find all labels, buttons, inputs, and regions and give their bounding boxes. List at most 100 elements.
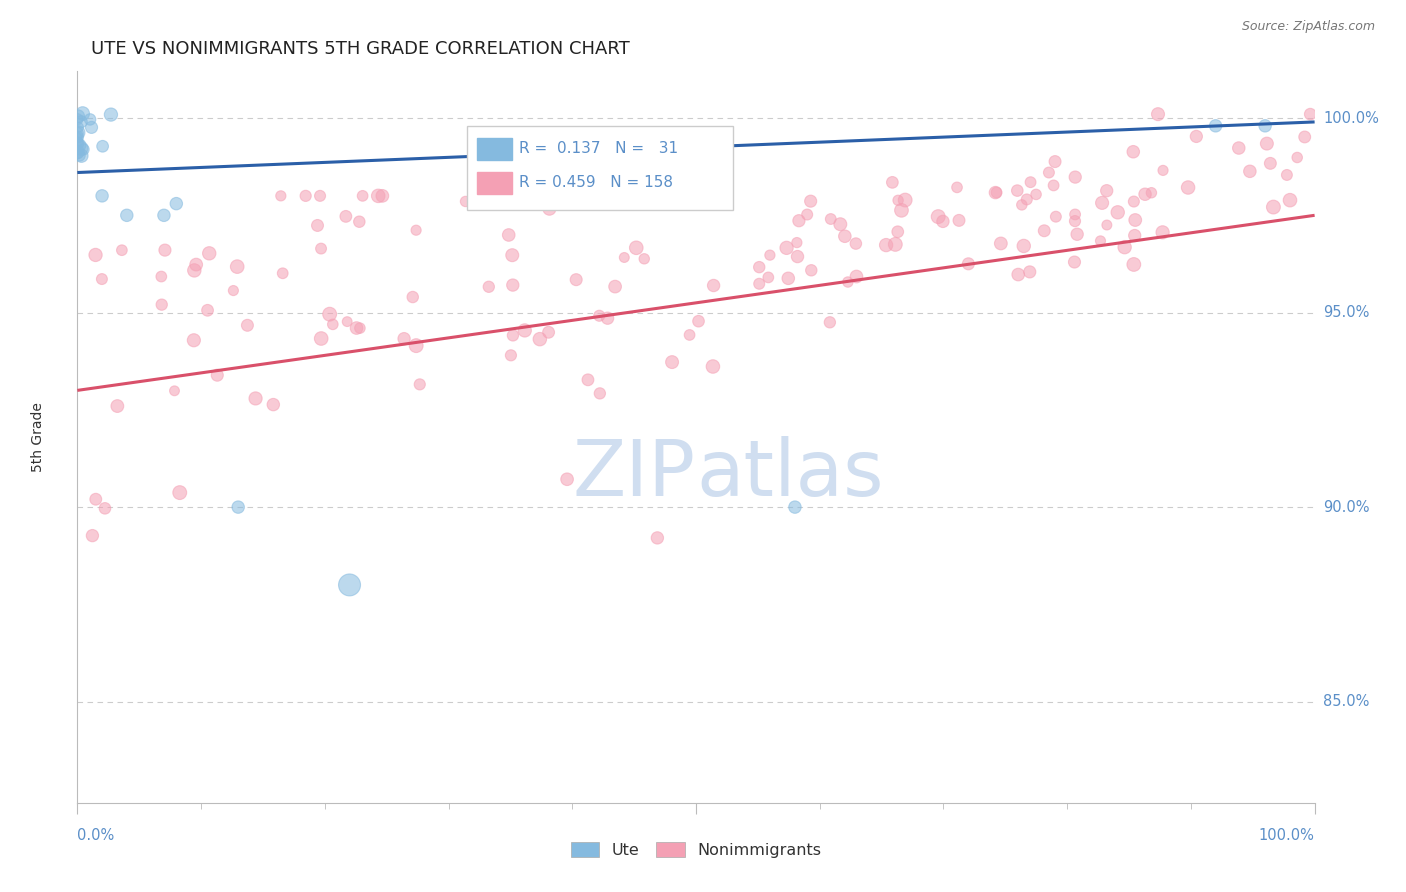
- Point: [1123, 213, 1146, 227]
- Point: [957, 257, 980, 271]
- Point: [1122, 194, 1144, 209]
- Point: [796, 208, 818, 222]
- Point: [1015, 193, 1038, 207]
- Point: [70, 141, 93, 155]
- Point: [1256, 136, 1278, 151]
- Point: [94, 501, 117, 516]
- Point: [837, 275, 859, 289]
- Point: [1205, 119, 1227, 133]
- Point: [153, 208, 176, 222]
- Point: [67, 120, 90, 135]
- Text: R = 0.459   N = 158: R = 0.459 N = 158: [519, 175, 673, 190]
- Point: [834, 229, 856, 244]
- Point: [105, 399, 128, 413]
- Point: [576, 373, 599, 387]
- Point: [748, 277, 770, 291]
- Point: [1123, 228, 1146, 243]
- Point: [335, 210, 357, 224]
- Point: [367, 189, 389, 203]
- Point: [700, 182, 723, 196]
- FancyBboxPatch shape: [477, 172, 512, 194]
- Point: [66, 130, 89, 145]
- Point: [183, 333, 205, 347]
- Point: [502, 278, 524, 293]
- Point: [1043, 154, 1066, 169]
- Point: [502, 328, 524, 343]
- Point: [1286, 151, 1309, 165]
- Point: [153, 243, 176, 257]
- Text: 90.0%: 90.0%: [1323, 500, 1369, 515]
- Point: [875, 238, 897, 252]
- Point: [207, 368, 229, 383]
- Point: [111, 243, 134, 257]
- Point: [555, 472, 578, 486]
- Point: [688, 314, 710, 328]
- Point: [90, 272, 112, 286]
- Point: [640, 130, 662, 145]
- Point: [707, 188, 730, 202]
- Point: [1095, 218, 1118, 232]
- Text: 100.0%: 100.0%: [1258, 828, 1315, 843]
- Point: [1299, 107, 1322, 121]
- Point: [309, 332, 332, 346]
- Point: [309, 242, 332, 256]
- Point: [150, 298, 173, 312]
- Text: 85.0%: 85.0%: [1323, 694, 1369, 709]
- Point: [1091, 195, 1114, 210]
- Point: [818, 315, 841, 329]
- Point: [1007, 268, 1029, 282]
- Point: [405, 223, 427, 237]
- Point: [948, 213, 970, 227]
- Point: [226, 500, 249, 515]
- Point: [91, 189, 114, 203]
- Legend: Ute, Nonimmigrants: Ute, Nonimmigrants: [564, 836, 828, 864]
- Point: [352, 189, 374, 203]
- Point: [596, 311, 619, 326]
- Point: [1095, 184, 1118, 198]
- Point: [271, 266, 294, 280]
- Point: [613, 251, 636, 265]
- Point: [845, 236, 868, 251]
- Point: [703, 278, 725, 293]
- Point: [1133, 187, 1156, 202]
- Point: [990, 236, 1012, 251]
- Point: [820, 212, 842, 227]
- Point: [183, 263, 205, 277]
- Point: [454, 194, 477, 209]
- Point: [336, 315, 359, 329]
- Point: [66, 145, 89, 159]
- Point: [163, 384, 186, 398]
- Point: [66, 112, 89, 127]
- Text: Source: ZipAtlas.com: Source: ZipAtlas.com: [1241, 20, 1375, 33]
- Point: [70, 149, 93, 163]
- Point: [1278, 193, 1301, 207]
- Point: [588, 309, 610, 323]
- Point: [169, 485, 191, 500]
- Point: [405, 338, 427, 352]
- Point: [1025, 187, 1047, 202]
- Point: [91, 139, 114, 153]
- Point: [478, 280, 501, 294]
- Point: [932, 214, 955, 228]
- Point: [529, 332, 551, 346]
- FancyBboxPatch shape: [467, 126, 733, 211]
- Point: [1254, 119, 1277, 133]
- Point: [887, 225, 910, 239]
- Point: [245, 392, 267, 406]
- Point: [800, 194, 823, 209]
- Text: 95.0%: 95.0%: [1323, 305, 1369, 320]
- Point: [82, 528, 104, 542]
- Point: [1042, 178, 1064, 193]
- Point: [1011, 198, 1033, 212]
- Point: [1012, 239, 1035, 253]
- Point: [339, 578, 361, 592]
- Point: [565, 273, 588, 287]
- Point: [349, 215, 371, 229]
- Point: [513, 323, 536, 337]
- Point: [946, 180, 969, 194]
- Point: [927, 210, 949, 224]
- Point: [70, 114, 93, 128]
- Point: [748, 260, 770, 274]
- Point: [1066, 227, 1088, 242]
- Point: [72, 106, 94, 120]
